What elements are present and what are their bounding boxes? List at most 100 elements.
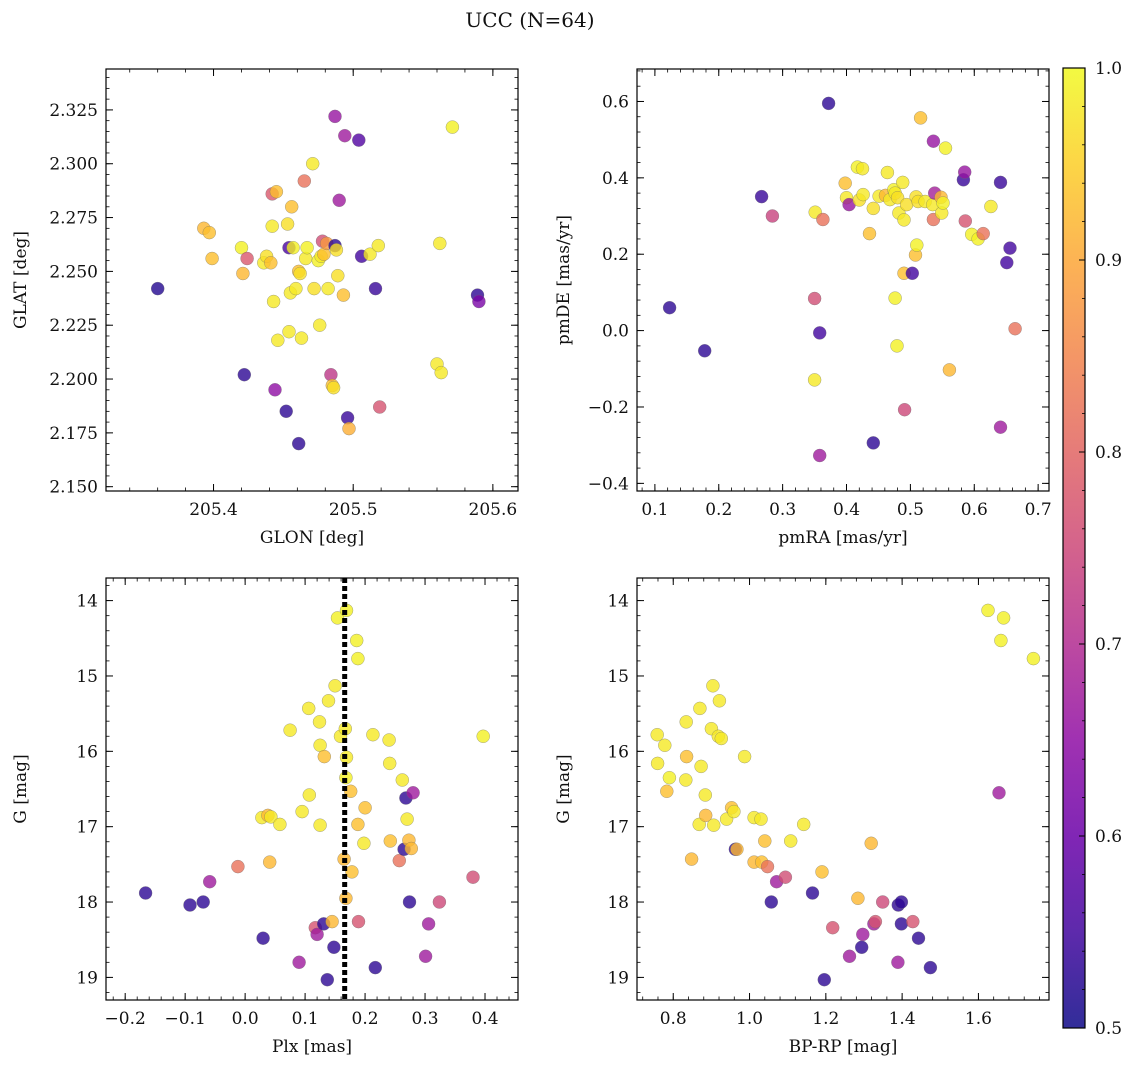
scatter-point xyxy=(283,723,297,737)
colorbar-gradient xyxy=(1063,68,1085,1028)
scatter-point xyxy=(305,156,320,171)
y-tick-label: 2.150 xyxy=(49,478,98,498)
scatter-point xyxy=(363,247,377,261)
scatter-point xyxy=(894,917,909,931)
scatter-point xyxy=(911,931,926,945)
y-tick-label: 19 xyxy=(76,968,98,988)
scatter-point xyxy=(150,281,165,296)
panel-pmra-pmde: 0.1 0.2 0.3 0.4 0.5 0.6 0.7 −0.4 −0.2 0.0 0.2 0.4 0.… xyxy=(554,68,1052,548)
scatter-point xyxy=(895,175,910,190)
scatter-point xyxy=(332,193,346,208)
y-tick-label: 18 xyxy=(607,893,629,913)
x-tick-label: 1.2 xyxy=(812,1009,839,1029)
x-tick-label: 0.1 xyxy=(641,500,668,520)
scatter-point xyxy=(202,874,217,889)
scatter-point xyxy=(342,421,356,436)
y-tick-label: 15 xyxy=(76,667,98,687)
scatter-point xyxy=(476,729,490,744)
scatter-point xyxy=(402,895,417,909)
panel-bprp-g: 0.8 1.0 1.2 1.4 1.6 14 15 16 17 18 19 BP-RP [mag] G … xyxy=(554,577,1050,1057)
scatter-point xyxy=(851,891,865,906)
scatter-point xyxy=(269,184,284,199)
scatter-point xyxy=(271,333,285,348)
scatter-point xyxy=(864,836,878,851)
scatter-point xyxy=(310,927,324,942)
colorbar-tick-label: 0.6 xyxy=(1095,827,1122,847)
y-tick-label: 2.200 xyxy=(49,370,98,390)
y-tick-label: 0.0 xyxy=(602,322,629,342)
panel-plx-g: −0.2 −0.1 0.0 0.1 0.2 0.3 0.4 14 15 16 17 18 19 Plx [… xyxy=(11,577,519,1057)
scatter-point xyxy=(328,679,342,693)
scatter-point xyxy=(880,165,895,180)
x-tick-label: 1.6 xyxy=(965,1009,992,1029)
scatter-point xyxy=(815,865,829,879)
scatter-point xyxy=(406,786,420,800)
scatter-point xyxy=(351,651,365,666)
scatter-point xyxy=(240,251,254,266)
colorbar-tick-label: 0.8 xyxy=(1095,443,1122,463)
x-axis-label: Plx [mas] xyxy=(272,1037,352,1057)
scatter-point xyxy=(434,365,448,380)
scatter-point xyxy=(372,400,387,414)
scatter-point xyxy=(328,109,342,124)
axes-frame xyxy=(105,68,519,492)
scatter-point xyxy=(958,214,973,228)
x-tick-label: 1.4 xyxy=(889,1009,916,1029)
x-tick-label: −0.2 xyxy=(105,1009,146,1029)
scatter-point xyxy=(313,818,327,832)
scatter-point xyxy=(366,727,380,742)
scatter-point xyxy=(294,331,309,345)
scatter-point xyxy=(727,804,741,819)
scatter-point xyxy=(662,300,677,315)
y-tick-label: 2.300 xyxy=(49,155,98,175)
scatter-point xyxy=(758,834,772,848)
scatter-point xyxy=(262,855,277,869)
scatter-point xyxy=(264,810,278,824)
figure-title: UCC (N=64) xyxy=(465,8,594,32)
scatter-point xyxy=(706,818,721,832)
scatter-point xyxy=(812,326,827,340)
y-axis-label: GLAT [deg] xyxy=(11,231,31,329)
scatter-point xyxy=(1003,241,1017,255)
x-tick-label: 0.4 xyxy=(471,1009,498,1029)
scatter-point xyxy=(910,238,924,252)
scatter-point xyxy=(421,917,436,931)
scatter-point xyxy=(976,226,990,241)
scatter-point xyxy=(320,972,335,987)
scatter-point xyxy=(432,895,447,909)
scatter-point xyxy=(236,266,250,281)
scatter-point xyxy=(293,266,307,281)
scatter-point xyxy=(906,914,920,929)
scatter-point xyxy=(981,603,995,618)
scatter-point xyxy=(351,817,365,832)
scatter-point xyxy=(205,251,219,266)
scatter-point xyxy=(679,715,693,729)
scatter-point xyxy=(331,268,345,283)
scatter-point xyxy=(368,960,383,975)
scatter-point xyxy=(256,931,270,945)
scatter-point xyxy=(472,294,486,309)
scatter-point xyxy=(942,363,957,377)
x-tick-label: 0.2 xyxy=(705,500,732,520)
scatter-point xyxy=(712,694,727,708)
scatter-point xyxy=(992,786,1006,800)
scatter-point xyxy=(138,886,153,900)
x-tick-label: 0.4 xyxy=(833,500,860,520)
scatter-point xyxy=(897,213,911,227)
scatter-point xyxy=(264,256,278,270)
axes-frame xyxy=(105,577,519,1001)
axes-frame xyxy=(636,577,1050,1001)
y-tick-label: 2.325 xyxy=(49,101,98,121)
scatter-point xyxy=(875,895,890,909)
y-tick-label: 0.6 xyxy=(602,92,629,112)
scatter-point xyxy=(395,773,410,787)
scatter-point xyxy=(825,920,840,935)
scatter-point xyxy=(926,134,941,148)
y-tick-label: −0.4 xyxy=(588,474,629,494)
y-tick-label: 2.175 xyxy=(49,424,98,444)
scatter-point xyxy=(679,749,694,764)
scatter-point xyxy=(382,733,396,747)
scatter-point xyxy=(994,633,1008,648)
panel-glon-glat: 205.4 205.5 205.6 2.150 2.175 2.200 2.225 2.250… xyxy=(11,68,519,548)
x-axis-label: GLON [deg] xyxy=(260,528,364,548)
